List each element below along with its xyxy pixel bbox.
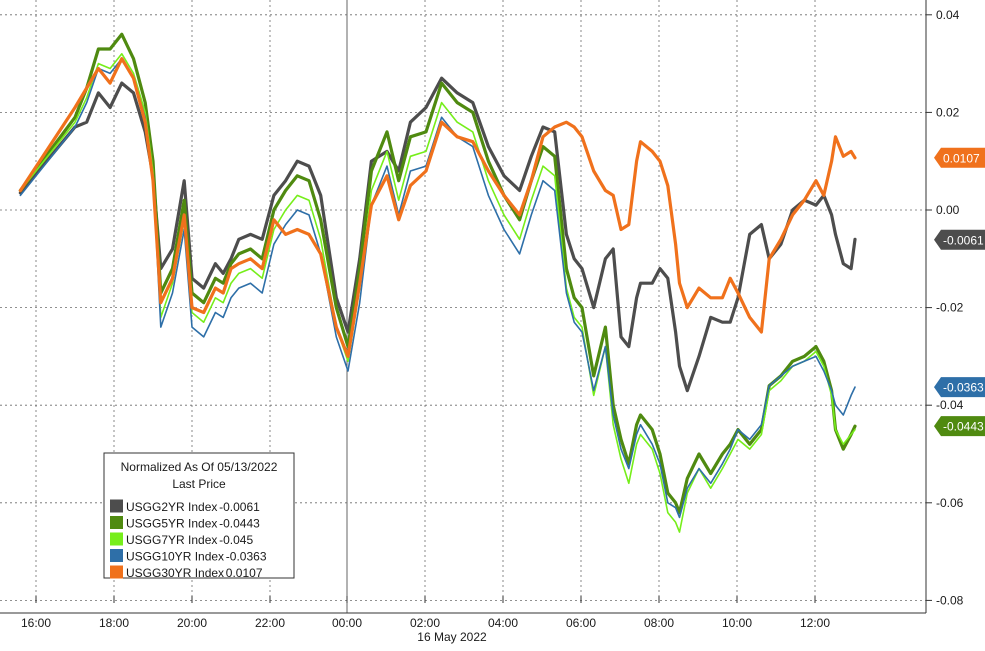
legend-series-value: -0.0363: [226, 550, 267, 564]
series-line-usgg5yr: [18, 32, 857, 515]
legend-series-value: -0.045: [219, 533, 253, 547]
x-tick-label: 18:00: [99, 616, 129, 630]
legend-series-value: -0.0061: [219, 500, 260, 514]
series-line-usgg2yr: [18, 76, 857, 393]
x-tick-label: 20:00: [177, 616, 207, 630]
legend-item: USGG7YR Index -0.045: [110, 532, 253, 547]
legend: Normalized As Of 05/13/2022 Last Price U…: [103, 452, 295, 580]
y-tick-label: 0.04: [936, 8, 960, 22]
series-line-usgg7yr: [19, 52, 856, 533]
series-line-usgg30yr: [18, 57, 857, 358]
x-tick-label: 16:00: [21, 616, 51, 630]
series-layer: [18, 32, 857, 533]
legend-series-name: USGG10YR Index: [126, 550, 224, 564]
last-price-tag-label: -0.0443: [943, 420, 984, 434]
legend-box: [103, 452, 295, 579]
legend-title: Normalized As Of 05/13/2022: [121, 460, 278, 474]
y-tick-label: -0.02: [936, 301, 964, 315]
y-tick-label: 0.00: [936, 203, 960, 217]
x-tick-label: 10:00: [722, 616, 752, 630]
legend-series-name: USGG30YR Index: [126, 566, 224, 580]
x-tick-label: 08:00: [644, 616, 674, 630]
legend-series-value: -0.0443: [219, 517, 260, 531]
last-price-tag-usgg5yr: -0.0443: [934, 416, 985, 437]
legend-item: USGG30YR Index 0.0107: [110, 565, 263, 580]
x-axis-date-label: 16 May 2022: [417, 630, 487, 644]
series-line-usgg10yr: [19, 57, 856, 519]
last-price-tag-usgg10yr: -0.0363: [934, 377, 985, 398]
legend-swatch: [110, 516, 123, 529]
x-tick-label: 02:00: [410, 616, 440, 630]
last-price-tag-label: -0.0061: [943, 233, 984, 247]
x-tick-label: 12:00: [800, 616, 830, 630]
legend-series-value: 0.0107: [226, 566, 263, 580]
y-tick-label: 0.02: [936, 105, 960, 119]
y-tick-label: -0.08: [936, 593, 964, 607]
x-tick-label: 04:00: [488, 616, 518, 630]
last-price-tag-label: -0.0363: [943, 381, 984, 395]
legend-item: USGG5YR Index -0.0443: [110, 516, 260, 531]
last-price-tag-bg: [934, 416, 985, 437]
legend-subtitle: Last Price: [172, 477, 226, 491]
last-price-tag-usgg30yr: 0.0107: [934, 147, 985, 168]
last-price-tag-bg: [934, 229, 985, 250]
x-tick-label: 06:00: [566, 616, 596, 630]
axis-layer: 16:00 18:00 20:00 22:00 00:00 02:00 04:00 06:00…: [0, 0, 964, 644]
legend-item: USGG2YR Index -0.0061: [110, 499, 260, 514]
legend-swatch: [110, 565, 123, 579]
legend-swatch: [110, 499, 123, 513]
last-price-tag-bg: [934, 377, 985, 398]
x-tick-label: 00:00: [332, 616, 362, 630]
last-price-tag-bg: [934, 147, 985, 168]
legend-swatch: [110, 532, 123, 546]
last-price-tag-label: 0.0107: [943, 151, 980, 165]
last-price-tags: 0.0107 -0.0061 -0.0363 -0.0443: [934, 147, 985, 437]
y-tick-label: -0.04: [936, 398, 964, 412]
last-price-tag-usgg2yr: -0.0061: [934, 229, 985, 250]
y-tick-label: -0.06: [936, 496, 964, 510]
legend-item: USGG10YR Index -0.0363: [110, 549, 267, 564]
legend-swatch: [110, 549, 123, 562]
x-tick-label: 22:00: [255, 616, 285, 630]
legend-series-name: USGG7YR Index: [126, 533, 217, 547]
legend-series-name: USGG5YR Index: [126, 517, 217, 531]
legend-series-name: USGG2YR Index: [126, 500, 217, 514]
